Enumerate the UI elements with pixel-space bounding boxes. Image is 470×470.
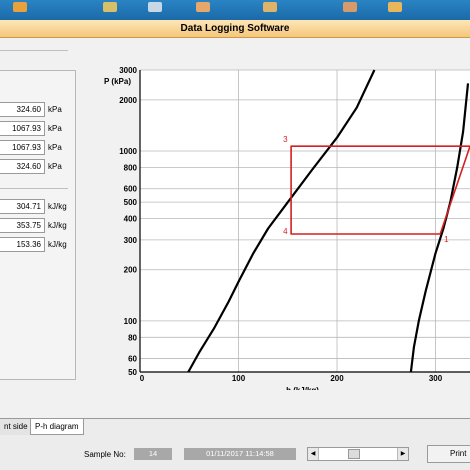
enthalpy-field[interactable]: 153.36: [0, 237, 45, 252]
toolbar-item[interactable]: [135, 0, 175, 20]
x-tick-label: 100: [232, 374, 246, 383]
x-tick-label: 300: [429, 374, 443, 383]
pressure-row: 324.60 kPa: [0, 159, 100, 174]
enthalpy-unit: kJ/kg: [48, 221, 67, 230]
toolbar-item[interactable]: [250, 0, 290, 20]
status-bar: Sample No: 14 01/11/2017 11:14:58 ◀ ▶ Pr…: [0, 440, 470, 470]
x-tick-label: 0: [140, 374, 145, 383]
pressure-unit: kPa: [48, 124, 62, 133]
refrigeration-cycle: [290, 145, 470, 235]
window-title: Data Logging Software: [0, 20, 470, 38]
chart-icon: [343, 2, 357, 12]
pressure-field[interactable]: 324.60: [0, 102, 45, 117]
pressure-field[interactable]: 1067.93: [0, 140, 45, 155]
folder-icon: [263, 2, 277, 12]
sample-label: Sample No:: [84, 450, 126, 459]
y-tick-label: 1000: [119, 147, 137, 156]
enthalpy-row: 153.36 kJ/kg: [0, 237, 100, 252]
pressure-field[interactable]: 324.60: [0, 159, 45, 174]
state-point-label: 4: [283, 227, 288, 236]
toolbar-item[interactable]: [178, 0, 228, 20]
enthalpy-unit: kJ/kg: [48, 202, 67, 211]
saturated-liquid-line: [187, 69, 376, 373]
y-tick-label: 600: [124, 185, 138, 194]
y-tick-label: 3000: [119, 66, 137, 75]
x-axis-label: h (kJ/kg): [286, 386, 319, 390]
sample-datetime: 01/11/2017 11:14:58: [184, 448, 296, 460]
toolbar-item[interactable]: [372, 0, 417, 20]
tab-side[interactable]: nt side: [0, 419, 33, 435]
x-tick-label: 200: [330, 374, 344, 383]
help-icon: [387, 2, 402, 12]
enthalpy-field[interactable]: 353.75: [0, 218, 45, 233]
y-tick-label: 800: [124, 163, 138, 172]
document-icon: [148, 2, 162, 12]
toolbar-item[interactable]: [330, 0, 370, 20]
y-tick-label: 300: [124, 236, 138, 245]
pressure-unit: kPa: [48, 162, 62, 171]
toolbar-item[interactable]: [0, 0, 40, 20]
print-button[interactable]: Print: [427, 445, 470, 463]
y-tick-label: 100: [124, 317, 138, 326]
scroll-right-icon[interactable]: ▶: [397, 448, 408, 460]
tab-ph-diagram[interactable]: P-h diagram: [30, 419, 84, 435]
main-toolbar: [0, 0, 470, 20]
y-tick-label: 60: [128, 355, 137, 364]
y-tick-label: 400: [124, 215, 138, 224]
tool-icon: [103, 2, 117, 12]
y-axis-label: P (kPa): [104, 77, 131, 86]
sample-number: 14: [134, 448, 172, 460]
y-tick-label: 200: [124, 266, 138, 275]
enthalpy-row: 353.75 kJ/kg: [0, 218, 100, 233]
pressure-row: 324.60 kPa: [0, 102, 100, 117]
enthalpy-field[interactable]: 304.71: [0, 199, 45, 214]
pressure-unit: kPa: [48, 143, 62, 152]
enthalpy-row: 304.71 kJ/kg: [0, 199, 100, 214]
settings-icon: [196, 2, 210, 12]
state-point-label: 3: [283, 135, 288, 144]
tab-bar: nt side P-h diagram: [0, 418, 470, 436]
pressure-unit: kPa: [48, 105, 62, 114]
scroll-thumb[interactable]: [348, 449, 360, 459]
y-tick-label: 80: [128, 333, 137, 342]
scroll-left-icon[interactable]: ◀: [308, 448, 319, 460]
pressure-row: 1067.93 kPa: [0, 140, 100, 155]
pressure-field[interactable]: 1067.93: [0, 121, 45, 136]
saturated-vapor-line: [409, 83, 470, 373]
divider: [0, 188, 68, 189]
state-point-label: 1: [444, 235, 449, 244]
sample-scrollbar[interactable]: ◀ ▶: [307, 447, 409, 461]
pressure-row: 1067.93 kPa: [0, 121, 100, 136]
y-tick-label: 2000: [119, 96, 137, 105]
plot-area: [140, 70, 470, 372]
y-tick-label: 500: [124, 198, 138, 207]
ph-diagram: 50 60 80 100 200 300 400 500 600 800 1000 2000 3000 0…: [70, 40, 470, 395]
divider: [0, 50, 68, 51]
y-tick-label: 50: [128, 368, 137, 377]
enthalpy-unit: kJ/kg: [48, 240, 67, 249]
toolbar-item[interactable]: [90, 0, 130, 20]
app-icon: [13, 2, 27, 12]
ph-diagram-svg: 50 60 80 100 200 300 400 500 600 800 1000 2000 3000 0…: [104, 66, 470, 395]
